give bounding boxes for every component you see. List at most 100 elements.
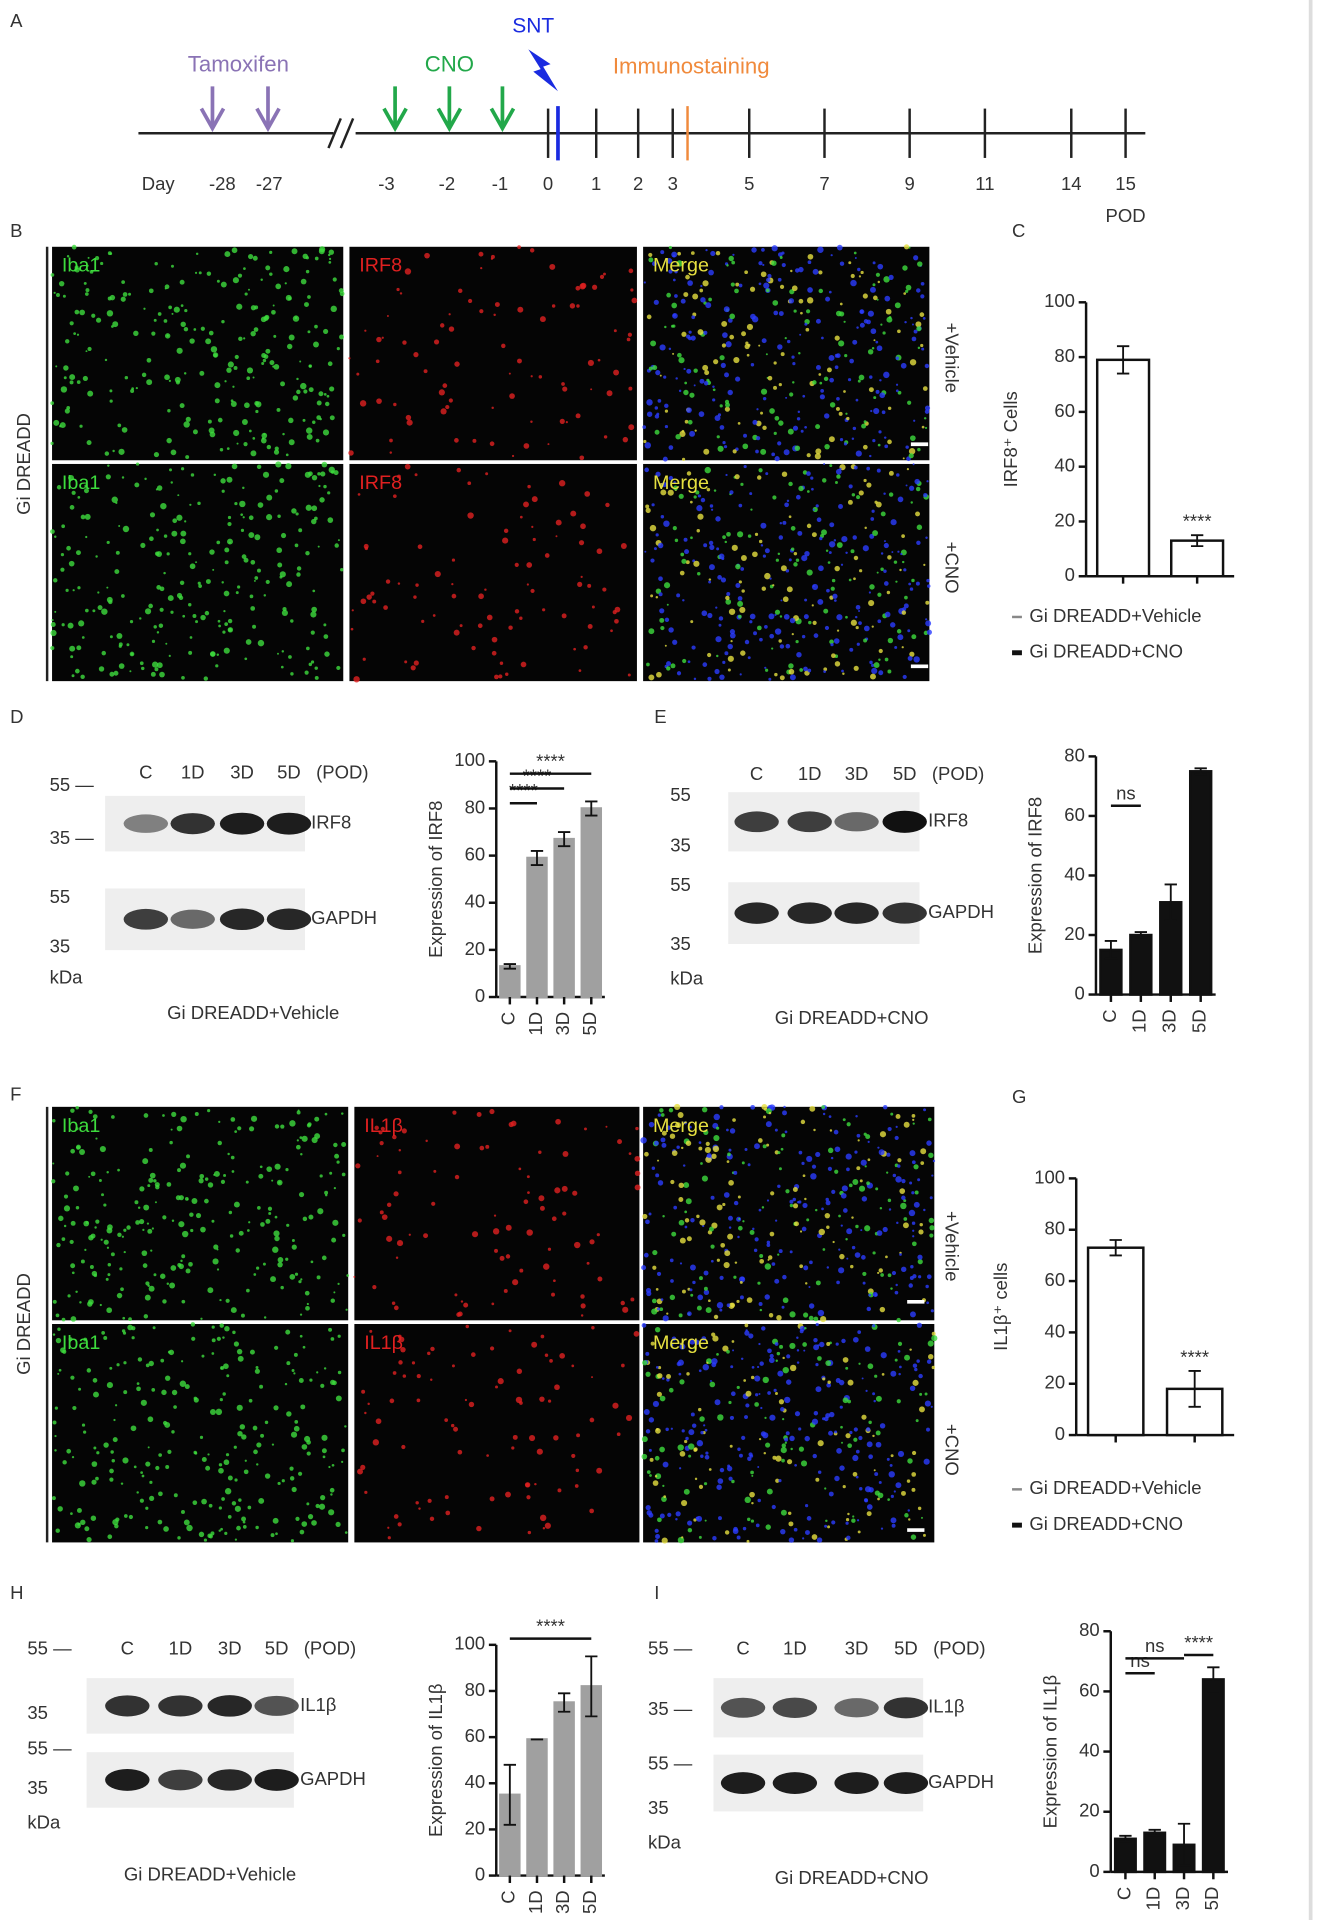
cell xyxy=(75,550,81,556)
cell xyxy=(126,643,130,647)
cell xyxy=(375,1418,382,1425)
cell xyxy=(645,507,651,514)
cell xyxy=(141,1250,148,1257)
cell xyxy=(573,647,576,651)
cell xyxy=(135,386,138,390)
cell xyxy=(484,588,487,591)
cell xyxy=(719,674,725,680)
cell xyxy=(876,1230,883,1236)
cell xyxy=(277,514,281,519)
cell xyxy=(700,1430,704,1435)
cell xyxy=(269,272,273,276)
cell xyxy=(221,319,225,324)
cell xyxy=(224,1531,228,1536)
cell xyxy=(98,1179,102,1182)
cell xyxy=(845,1238,848,1241)
arrow-head xyxy=(489,107,516,133)
cell xyxy=(154,1201,157,1204)
y-tick-label: 0 xyxy=(475,985,485,1006)
panel-letter: I xyxy=(654,1582,659,1603)
cell xyxy=(797,530,803,536)
channel-label: Iba1 xyxy=(62,1115,100,1137)
cell xyxy=(529,248,535,253)
cell xyxy=(690,620,694,624)
cell xyxy=(648,674,655,681)
cell xyxy=(418,1507,421,1510)
cell xyxy=(209,549,215,555)
cell xyxy=(305,550,310,556)
cell xyxy=(860,270,864,275)
cell xyxy=(261,432,268,439)
cell xyxy=(477,623,483,629)
cell xyxy=(423,1233,429,1239)
cell xyxy=(872,1292,878,1297)
cell xyxy=(834,1146,841,1153)
cell xyxy=(792,362,796,366)
size-marker: 55 xyxy=(50,886,71,907)
cell xyxy=(746,323,754,331)
cell xyxy=(642,1213,648,1220)
cell xyxy=(767,375,773,381)
cell xyxy=(181,1230,189,1238)
cell xyxy=(290,672,294,676)
cell xyxy=(878,658,881,662)
cell xyxy=(234,354,239,360)
cell xyxy=(796,417,801,421)
cell xyxy=(912,1274,917,1279)
cell xyxy=(319,1174,323,1178)
cell xyxy=(681,1429,685,1433)
cell xyxy=(646,314,652,320)
cell xyxy=(880,567,884,571)
cell xyxy=(704,1519,707,1522)
cell xyxy=(222,1336,225,1339)
cell xyxy=(148,1360,154,1367)
cell xyxy=(812,584,815,588)
significance: **** xyxy=(1184,1632,1213,1653)
cell xyxy=(855,1475,859,1479)
timeline-label: 15 xyxy=(1115,173,1136,194)
lane-label: C xyxy=(121,1638,134,1659)
cell xyxy=(221,1497,225,1501)
cell xyxy=(157,1519,163,1525)
cell xyxy=(730,640,733,643)
cell xyxy=(454,1293,458,1297)
cell xyxy=(360,598,367,605)
cell xyxy=(803,614,809,620)
cell xyxy=(818,270,823,275)
cell xyxy=(51,1496,56,1501)
cell xyxy=(393,1191,399,1197)
cell xyxy=(811,1534,818,1540)
cell xyxy=(323,623,327,627)
cell xyxy=(685,560,690,565)
cell xyxy=(173,1405,177,1409)
cell xyxy=(151,1388,156,1392)
cell xyxy=(167,409,171,413)
error-bar xyxy=(1164,883,1177,922)
cell xyxy=(294,1420,299,1424)
cell xyxy=(737,1225,743,1231)
cell xyxy=(915,1419,919,1423)
cell xyxy=(857,1530,861,1534)
cell xyxy=(143,1314,149,1319)
cell xyxy=(672,352,675,355)
cell xyxy=(917,1254,923,1260)
cell xyxy=(214,398,220,404)
cell xyxy=(223,647,230,654)
cell xyxy=(205,1465,211,1471)
cell xyxy=(781,1458,785,1463)
cell xyxy=(749,1229,755,1235)
cell xyxy=(727,655,734,662)
cell xyxy=(90,1515,97,1521)
cell xyxy=(143,1113,149,1118)
cell xyxy=(771,245,778,252)
cell xyxy=(109,1468,114,1474)
cell xyxy=(424,252,430,259)
cell xyxy=(834,353,839,358)
cell xyxy=(135,462,140,466)
cell xyxy=(404,268,412,275)
cell xyxy=(218,1467,224,1474)
cell xyxy=(122,292,128,297)
cell xyxy=(727,643,733,650)
cell xyxy=(177,1263,182,1268)
cell xyxy=(220,281,227,288)
